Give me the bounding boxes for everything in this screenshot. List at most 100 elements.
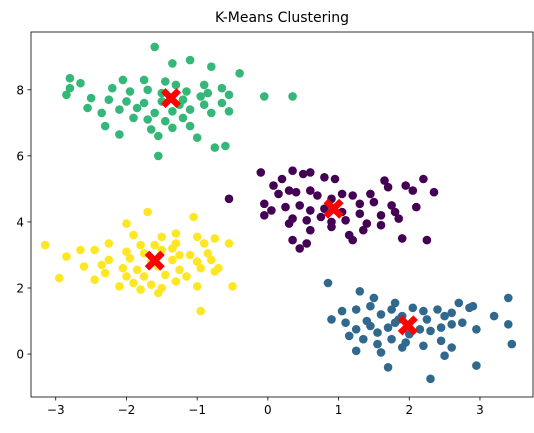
cluster-0-point-14 xyxy=(337,189,347,199)
cluster-0-point-23 xyxy=(429,187,439,197)
cluster-2-point-38 xyxy=(224,107,234,116)
cluster-3-point-27 xyxy=(168,255,177,265)
plot-frame xyxy=(30,31,534,398)
cluster-1-point-37 xyxy=(387,334,396,344)
cluster-2-point-56 xyxy=(76,78,85,88)
cluster-2-point-20 xyxy=(260,92,269,101)
cluster-3-point-42 xyxy=(210,267,220,276)
cluster-0-point-38 xyxy=(316,212,326,222)
cluster-3-point-39 xyxy=(139,272,149,281)
cluster-0-point-46 xyxy=(327,222,336,232)
cluster-2-point-3 xyxy=(207,62,216,71)
cluster-1-point-32 xyxy=(458,318,467,328)
cluster-0-point-43 xyxy=(394,214,404,223)
cluster-1-point-20 xyxy=(327,315,336,324)
cluster-2-point-49 xyxy=(154,131,163,141)
cluster-2-point-44 xyxy=(100,121,110,131)
cluster-2-point-43 xyxy=(178,113,188,123)
cluster-2-point-33 xyxy=(132,103,142,113)
cluster-1-point-5 xyxy=(366,301,375,311)
x-tick-label: −1 xyxy=(188,403,206,417)
cluster-0-point-31 xyxy=(355,209,365,218)
y-tick-label: 2 xyxy=(16,281,24,295)
cluster-0-point-40 xyxy=(341,216,350,225)
cluster-3-point-43 xyxy=(55,273,64,283)
cluster-3-point-3 xyxy=(171,229,181,238)
cluster-2-point-26 xyxy=(139,98,149,108)
cluster-1-point-30 xyxy=(436,323,446,332)
centroid-marker-1 xyxy=(397,315,418,336)
cluster-2-point-55 xyxy=(196,92,205,101)
y-axis: 0 2 4 6 8 xyxy=(16,83,31,362)
cluster-2-point-19 xyxy=(224,90,234,100)
cluster-1-point-28 xyxy=(415,325,425,334)
cluster-0-point-7 xyxy=(330,174,340,184)
x-tick-label: 0 xyxy=(264,403,272,417)
cluster-0-point-54 xyxy=(422,235,432,245)
cluster-3-point-5 xyxy=(157,232,167,242)
cluster-1-point-39 xyxy=(419,341,428,351)
cluster-0-point-48 xyxy=(359,225,368,235)
cluster-3-point-31 xyxy=(118,263,128,273)
cluster-3-point-41 xyxy=(182,272,191,281)
cluster-3-point-28 xyxy=(192,257,202,266)
cluster-2-point-34 xyxy=(150,108,159,118)
cluster-0-point-0 xyxy=(256,168,266,177)
cluster-2-point-5 xyxy=(65,73,75,83)
cluster-3-point-6 xyxy=(192,232,202,242)
cluster-0-point-18 xyxy=(387,201,396,210)
cluster-0-point-35 xyxy=(260,211,269,220)
cluster-3-point-30 xyxy=(79,262,89,271)
cluster-0-point-6 xyxy=(320,173,329,182)
cluster-0-point-9 xyxy=(284,186,294,195)
cluster-1-point-6 xyxy=(376,310,386,319)
cluster-0-point-20 xyxy=(401,181,411,190)
cluster-0-point-41 xyxy=(362,219,372,228)
cluster-3-point-10 xyxy=(150,240,159,250)
cluster-1-point-45 xyxy=(440,351,449,361)
cluster-2-point-1 xyxy=(168,59,177,68)
y-tick-label: 8 xyxy=(16,83,24,97)
cluster-0-point-16 xyxy=(355,199,365,209)
cluster-2-point-51 xyxy=(210,143,220,152)
cluster-3-point-25 xyxy=(125,253,135,263)
cluster-1-point-35 xyxy=(359,334,368,344)
y-tick-label: 0 xyxy=(16,348,24,362)
cluster-3-point-48 xyxy=(115,282,124,291)
cluster-2-point-4 xyxy=(235,69,244,78)
cluster-3-point-17 xyxy=(122,247,131,256)
cluster-0-point-32 xyxy=(376,211,386,220)
cluster-0-point-45 xyxy=(306,225,315,235)
cluster-0-point-17 xyxy=(369,197,379,207)
cluster-0-point-3 xyxy=(288,166,297,175)
cluster-0-point-34 xyxy=(412,202,421,212)
cluster-3-point-23 xyxy=(62,252,71,261)
cluster-0-point-42 xyxy=(376,220,386,230)
cluster-3-point-12 xyxy=(199,239,209,248)
points-layer xyxy=(40,42,517,384)
cluster-0-point-26 xyxy=(281,202,290,212)
centroid-marker-2 xyxy=(160,88,181,109)
cluster-1-point-47 xyxy=(426,374,435,384)
cluster-0-point-27 xyxy=(295,201,305,210)
cluster-1-point-13 xyxy=(454,298,464,308)
cluster-2-point-35 xyxy=(168,107,177,116)
cluster-2-point-40 xyxy=(129,113,138,123)
cluster-1-point-48 xyxy=(337,306,347,316)
cluster-0-point-5 xyxy=(306,168,315,177)
cluster-2-point-10 xyxy=(199,80,209,90)
cluster-1-point-25 xyxy=(383,323,393,332)
cluster-3-point-14 xyxy=(40,240,50,250)
cluster-1-point-43 xyxy=(376,348,386,357)
cluster-1-point-9 xyxy=(408,303,418,313)
cluster-3-point-21 xyxy=(185,250,195,260)
cluster-3-point-40 xyxy=(161,270,170,280)
cluster-1-point-1 xyxy=(355,287,365,296)
cluster-1-point-18 xyxy=(504,320,513,329)
cluster-1-point-21 xyxy=(341,318,350,328)
cluster-1-point-53 xyxy=(362,316,372,326)
cluster-3-point-35 xyxy=(196,263,205,273)
cluster-3-point-4 xyxy=(129,230,138,240)
cluster-1-point-52 xyxy=(397,343,407,352)
